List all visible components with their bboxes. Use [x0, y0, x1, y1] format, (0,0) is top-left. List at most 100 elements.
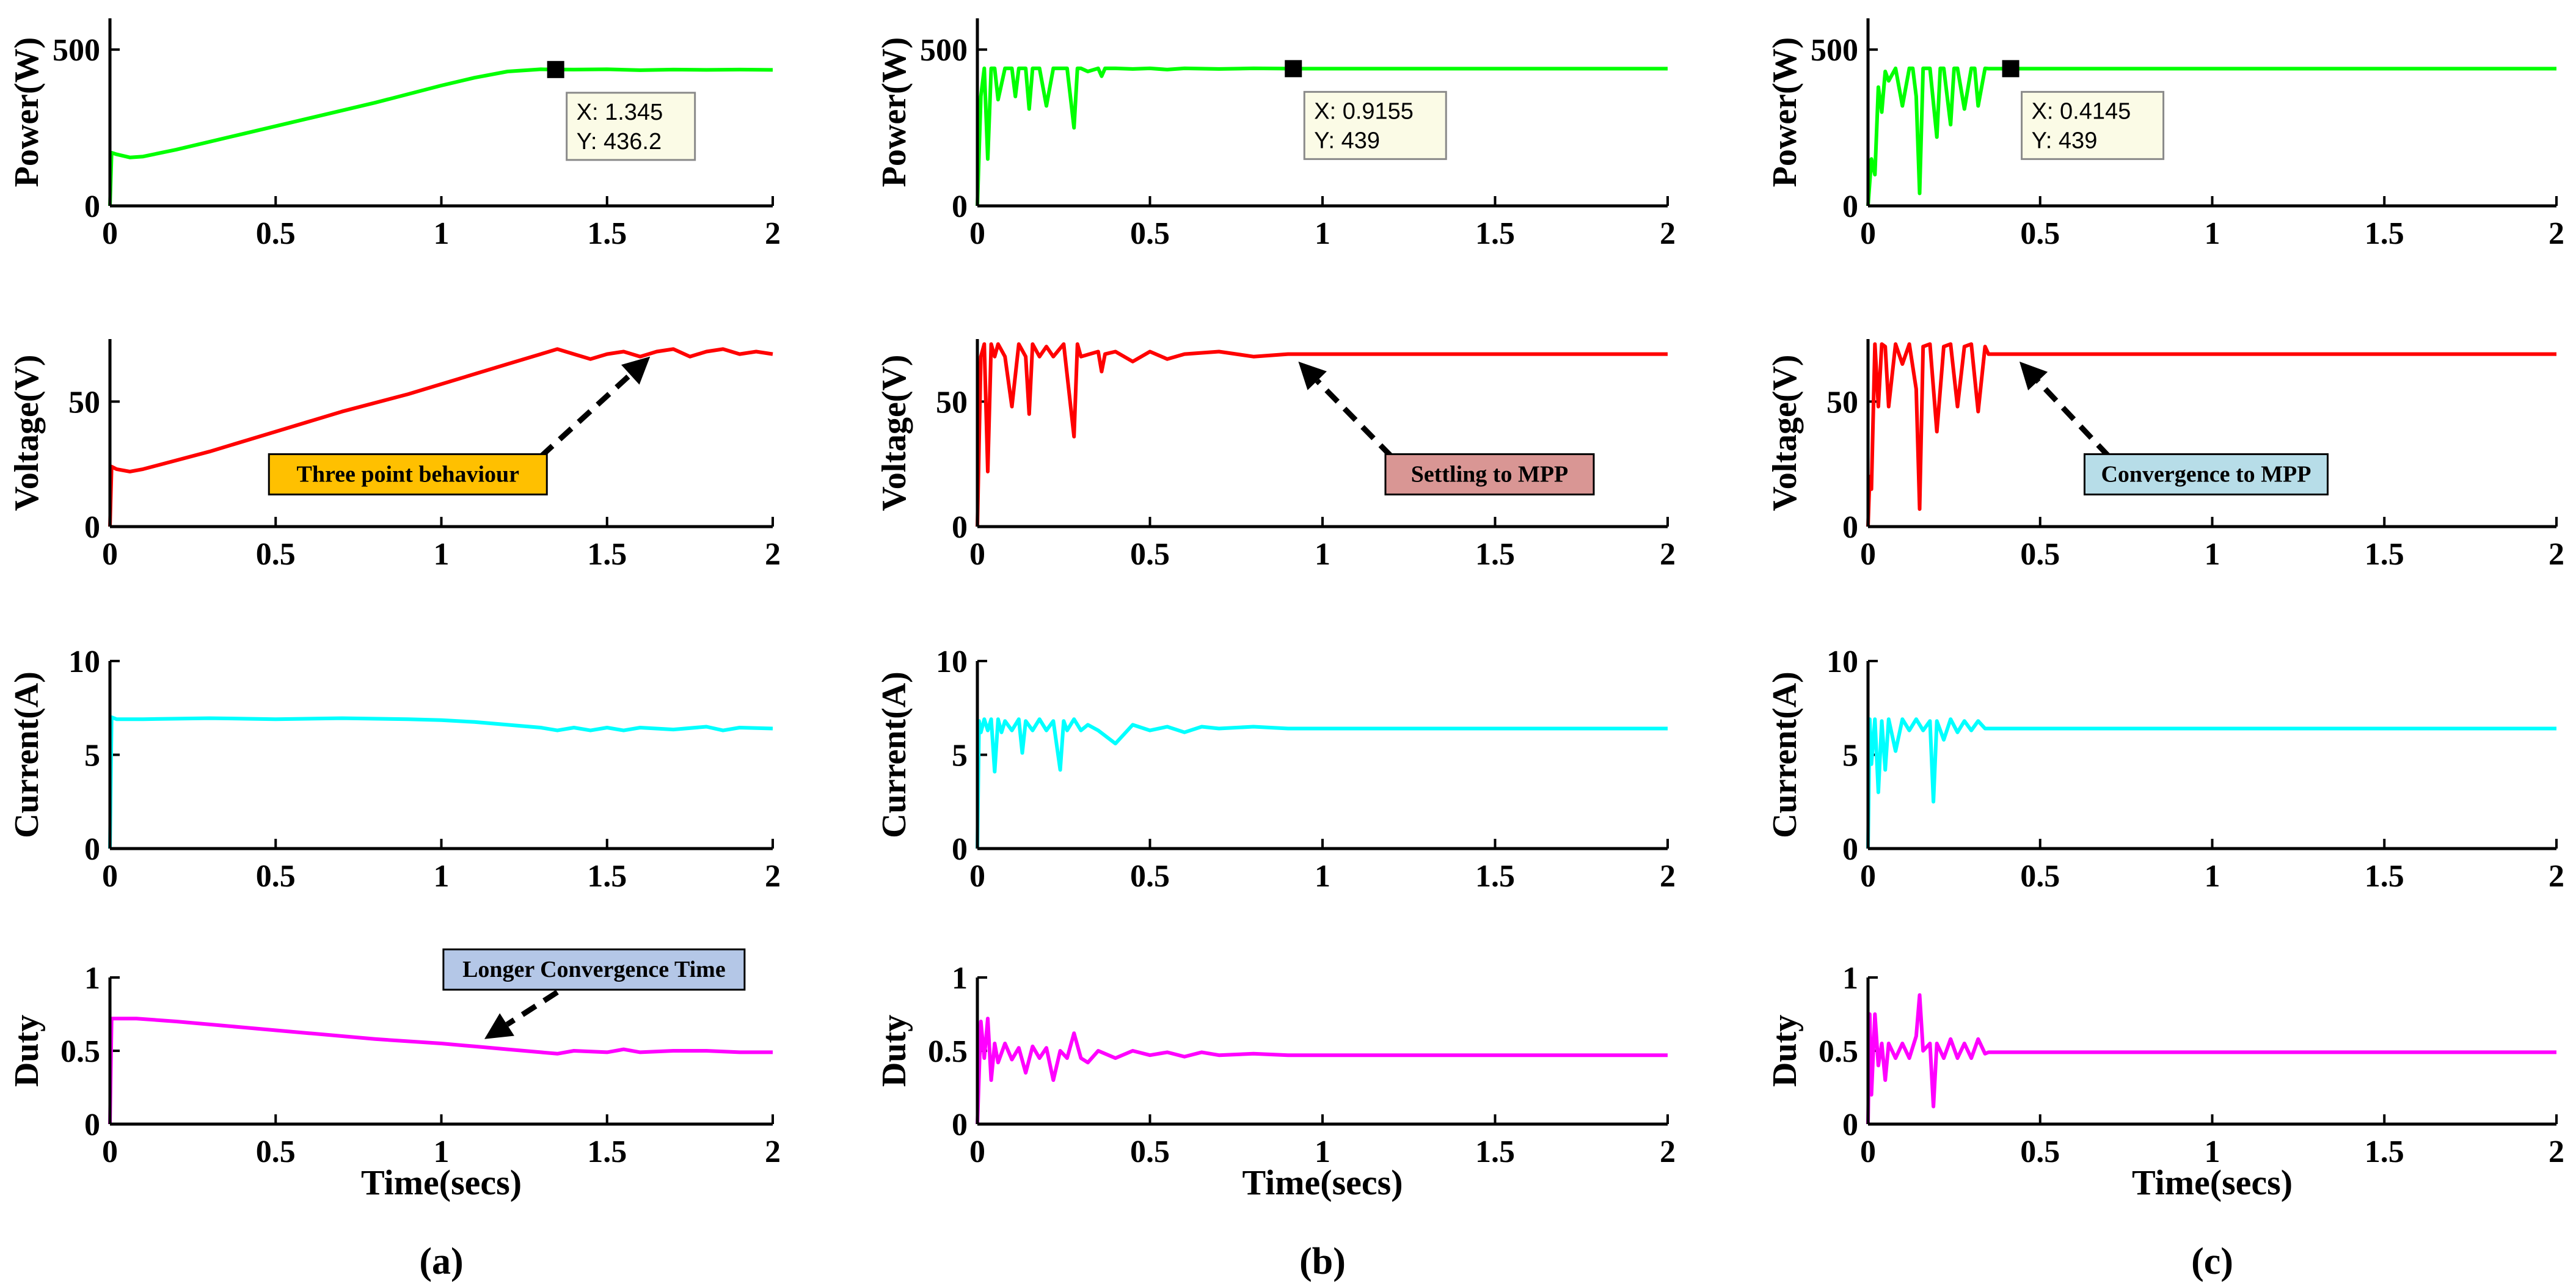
y-tick-label: 0: [84, 189, 100, 224]
x-tick-label: 0: [102, 1134, 118, 1169]
current-series-line: [1866, 717, 2556, 849]
annotation-arrowhead: [484, 1013, 514, 1039]
x-tick-label: 0: [102, 859, 118, 894]
x-tick-label: 1.5: [587, 859, 627, 894]
x-tick-label: 2: [765, 859, 781, 894]
x-tick-label: 1: [434, 216, 450, 251]
y-tick-label: 50: [1826, 385, 1858, 420]
x-tick-label: 1.5: [587, 1134, 627, 1169]
x-tick-label: 1: [2205, 859, 2220, 894]
x-tick-label: 2: [2549, 537, 2564, 572]
x-tick-label: 0.5: [2020, 859, 2060, 894]
x-tick-label: 1: [2205, 537, 2220, 572]
panel-label: (c): [2191, 1241, 2233, 1282]
voltage-series-line: [1866, 342, 2556, 527]
x-tick-label: 1.5: [2365, 537, 2404, 572]
subplot-duty: 0 0.5 1 0 0.5 1 1.5 2 Duty: [875, 961, 1676, 1169]
y-tick-label: 0.5: [60, 1034, 100, 1069]
x-tick-label: 2: [2549, 216, 2564, 251]
annotation-box: [442, 948, 746, 991]
current-series-line: [108, 715, 773, 849]
subplot-voltage: 0 50 0 0.5 1 1.5 2 Voltage(V) Settling to MPP: [875, 339, 1676, 572]
y-axis-label: Current(A): [8, 671, 46, 838]
x-tick-label: 0.5: [1130, 216, 1170, 251]
annotation-arrow: [1315, 379, 1394, 459]
duty-series-line: [108, 1017, 773, 1125]
x-tick-label: 2: [765, 537, 781, 572]
annotation-arrow: [539, 373, 632, 459]
x-tick-label: 0: [1860, 859, 1876, 894]
y-tick-label: 0: [952, 189, 968, 224]
voltage-series-line: [108, 347, 773, 527]
x-tick-label: 1: [434, 859, 450, 894]
subplot-power: 0 500 0 0.5 1 1.5 2 Power(W) X: 0.4145 Y: 439: [1766, 18, 2564, 251]
y-axis-label: Voltage(V): [8, 354, 46, 511]
x-tick-label: 0: [969, 537, 985, 572]
y-tick-label: 5: [952, 739, 968, 773]
datatip-y: Y: 439: [2032, 128, 2098, 153]
datatip-x: X: 1.345: [577, 100, 663, 125]
x-tick-label: 1.5: [587, 537, 627, 572]
x-tick-label: 2: [2549, 1134, 2564, 1169]
subplot-duty: 0 0.5 1 0 0.5 1 1.5 2 Duty: [1766, 961, 2564, 1169]
voltage-series-line: [976, 342, 1668, 527]
x-tick-label: 0.5: [1130, 859, 1170, 894]
x-tick-label: 0.5: [256, 1134, 296, 1169]
y-tick-label: 1: [84, 961, 100, 996]
annotation-text: Settling to MPP: [1411, 461, 1569, 487]
y-tick-label: 5: [1842, 739, 1858, 773]
y-tick-label: 1: [1842, 961, 1858, 996]
y-tick-label: 0: [84, 832, 100, 867]
datatip-x: X: 0.4145: [2032, 98, 2131, 124]
x-tick-label: 1.5: [1475, 1134, 1515, 1169]
x-tick-label: 0: [102, 537, 118, 572]
annotation-arrowhead: [621, 356, 651, 385]
annotation-arrow: [2035, 379, 2111, 459]
y-tick-label: 0: [84, 510, 100, 545]
x-tick-label: 1.5: [1475, 859, 1515, 894]
y-tick-label: 0: [84, 1108, 100, 1142]
y-tick-label: 10: [936, 645, 968, 679]
y-axis-label: Power(W): [1766, 37, 1804, 188]
annotation-text: Convergence to MPP: [2101, 461, 2311, 487]
x-tick-label: 0.5: [2020, 537, 2060, 572]
y-axis-label: Duty: [1766, 1015, 1804, 1087]
x-tick-label: 0.5: [256, 859, 296, 894]
x-tick-label: 0: [969, 1134, 985, 1169]
annotation-arrow: [505, 990, 559, 1027]
x-tick-label: 1.5: [2365, 859, 2404, 894]
datatip-y: Y: 436.2: [577, 129, 662, 155]
y-axis-label: Voltage(V): [875, 354, 913, 511]
y-axis-label: Current(A): [1766, 671, 1804, 838]
x-tick-label: 0.5: [2020, 1134, 2060, 1169]
y-tick-label: 0: [1842, 1108, 1858, 1142]
x-axis-label: Time(secs): [2132, 1163, 2293, 1202]
annotation-box: [2083, 453, 2329, 495]
x-tick-label: 2: [765, 216, 781, 251]
subplot-current: 0 5 10 0 0.5 1 1.5 2 Current(A): [875, 645, 1676, 894]
x-tick-label: 0: [1860, 1134, 1876, 1169]
annotation-arrowhead: [1298, 361, 1327, 390]
y-tick-label: 0: [1842, 189, 1858, 224]
y-tick-label: 0: [952, 510, 968, 545]
x-axis-label: Time(secs): [361, 1163, 522, 1202]
datatip-marker[interactable]: [547, 60, 564, 78]
x-tick-label: 1: [2205, 1134, 2220, 1169]
x-tick-label: 0: [1860, 537, 1876, 572]
y-tick-label: 10: [1826, 645, 1858, 679]
subplot-voltage: 0 50 0 0.5 1 1.5 2 Voltage(V) Convergence to MPP: [1766, 339, 2564, 572]
x-tick-label: 0: [1860, 216, 1876, 251]
x-tick-label: 1: [1315, 216, 1330, 251]
x-tick-label: 2: [2549, 859, 2564, 894]
y-tick-label: 0: [1842, 832, 1858, 867]
x-tick-label: 2: [1660, 537, 1676, 572]
datatip-marker[interactable]: [2002, 60, 2020, 78]
y-tick-label: 0: [952, 1108, 968, 1142]
annotation-text: Longer Convergence Time: [462, 957, 726, 982]
y-tick-label: 500: [53, 33, 100, 68]
datatip-marker[interactable]: [1285, 60, 1302, 78]
y-tick-label: 0.5: [928, 1034, 968, 1069]
y-tick-label: 50: [68, 385, 100, 420]
datatip-box: [566, 92, 696, 161]
